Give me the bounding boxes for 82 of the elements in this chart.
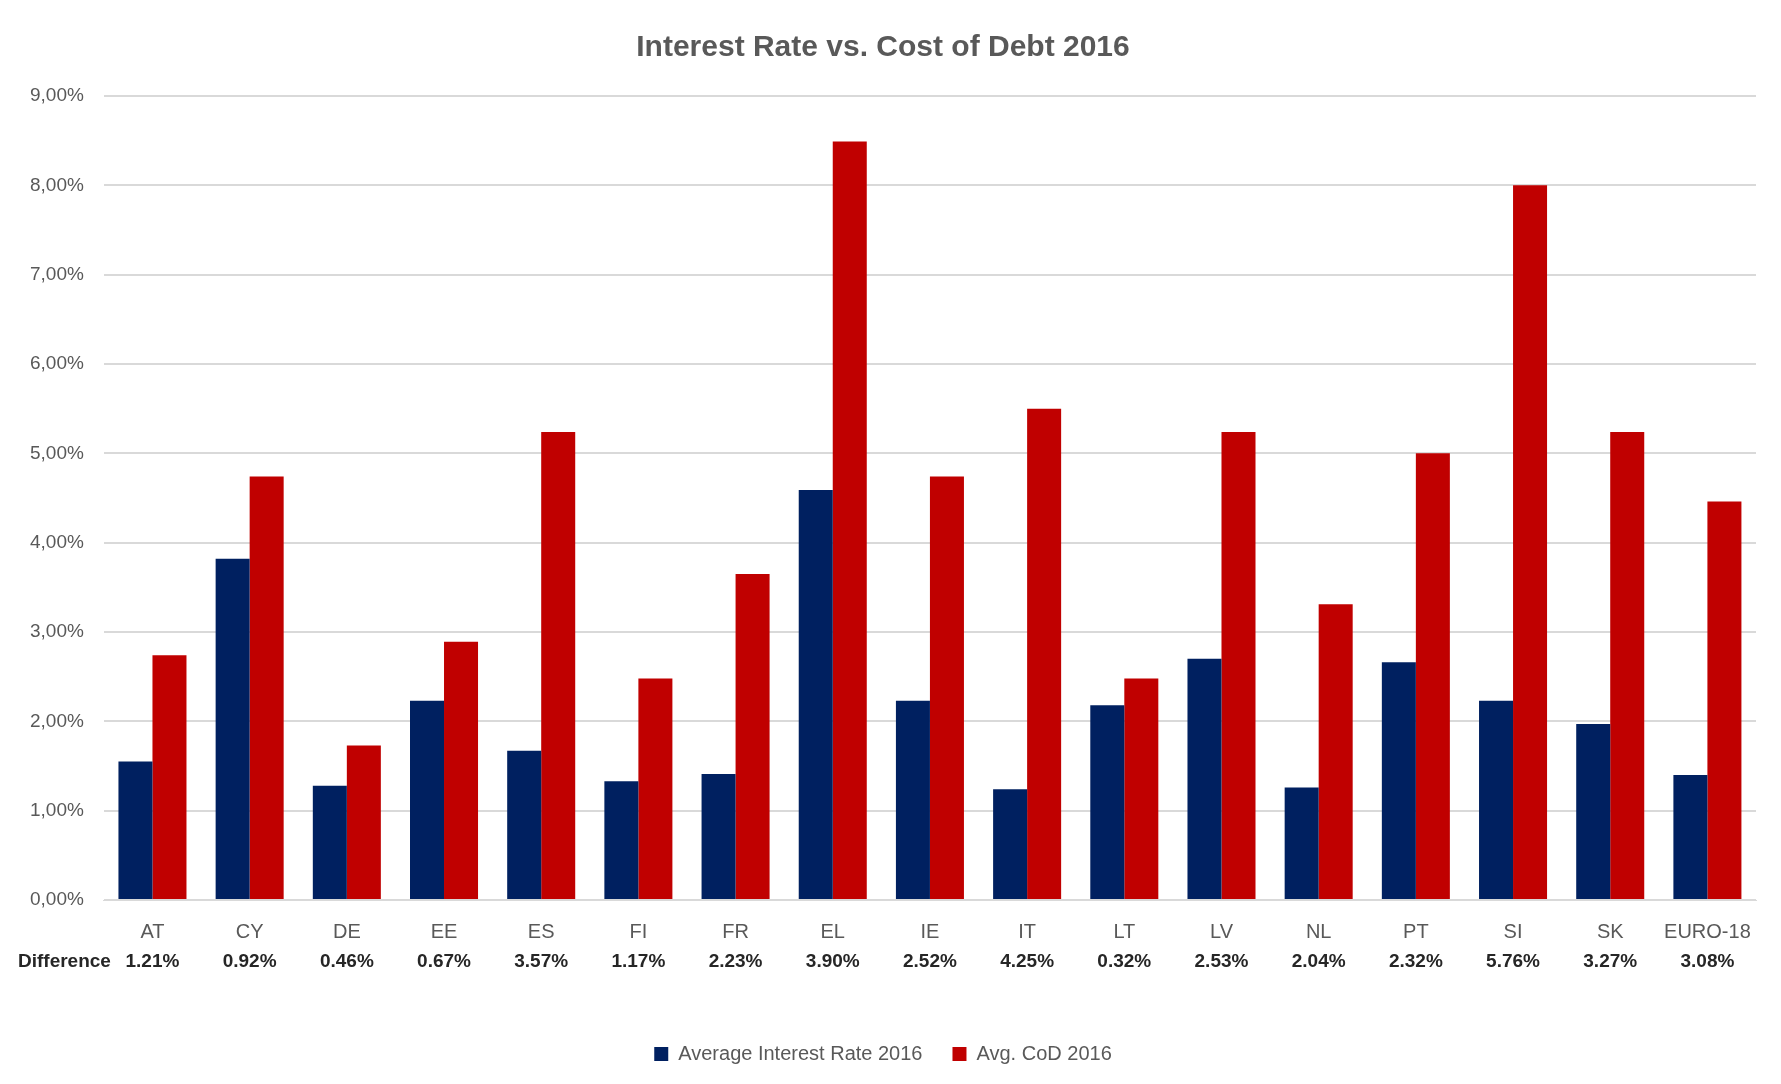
x-tick-label: EURO-18 xyxy=(1664,919,1751,942)
bar xyxy=(410,700,445,899)
text: 3.57% xyxy=(514,950,569,972)
y-tick-label: 3,00% xyxy=(30,620,84,642)
x-tick-label: IT xyxy=(1018,919,1037,942)
text: 2.23% xyxy=(708,950,763,972)
bar xyxy=(1479,700,1514,899)
bar xyxy=(1576,724,1611,899)
text: 0.46% xyxy=(319,950,374,972)
x-tick-label: LT xyxy=(1113,919,1136,942)
text: 1.21% xyxy=(125,950,180,972)
x-tick-label: AT xyxy=(140,919,165,942)
bar xyxy=(1415,453,1450,899)
x-tick-label: SK xyxy=(1596,919,1625,942)
bar xyxy=(1187,658,1222,899)
x-tick-label: SI xyxy=(1503,919,1523,942)
x-tick-label: NL xyxy=(1305,919,1332,942)
bar xyxy=(1318,604,1353,899)
y-tick-label: 6,00% xyxy=(30,352,84,374)
y-tick-label: 2,00% xyxy=(30,709,84,731)
text: 2.52% xyxy=(903,950,957,972)
bar xyxy=(832,141,867,899)
x-tick-label: EL xyxy=(820,919,845,942)
text: 2.04% xyxy=(1291,950,1346,972)
bar xyxy=(1221,431,1256,899)
x-tick-label: IE xyxy=(920,919,940,942)
bar xyxy=(735,573,770,899)
bar xyxy=(118,761,153,899)
bar xyxy=(1381,662,1416,899)
y-tick-label: 7,00% xyxy=(30,262,84,284)
bar xyxy=(929,476,964,899)
bar xyxy=(152,655,187,899)
text: 0.67% xyxy=(417,950,472,972)
bar xyxy=(215,558,250,899)
text: 1.17% xyxy=(611,950,666,972)
bar xyxy=(638,678,673,899)
bar xyxy=(701,774,736,899)
chart-title: Interest Rate vs. Cost of Debt 2016 xyxy=(636,29,1130,63)
bar xyxy=(1284,787,1319,899)
x-tick-label: PT xyxy=(1403,919,1429,942)
legend-label: Average Interest Rate 2016 xyxy=(678,1041,923,1064)
bar xyxy=(541,431,576,899)
x-tick-label: FI xyxy=(629,919,648,942)
bar xyxy=(1027,408,1062,899)
text: 0.32% xyxy=(1097,950,1152,972)
text: 3.90% xyxy=(805,950,860,972)
x-tick-label: DE xyxy=(332,919,361,942)
text: 3.08% xyxy=(1680,950,1735,972)
bar xyxy=(1707,501,1742,899)
text: 0.92% xyxy=(222,950,277,972)
bar xyxy=(604,781,639,899)
bar xyxy=(1610,431,1645,899)
y-tick-label: 0,00% xyxy=(30,888,84,910)
text: 2.32% xyxy=(1388,950,1443,972)
text: 4.25% xyxy=(1000,950,1055,972)
bar xyxy=(798,489,833,899)
bar xyxy=(444,641,479,899)
text: Difference xyxy=(18,950,111,972)
bar xyxy=(993,789,1028,899)
bar xyxy=(895,700,930,899)
x-tick-label: LV xyxy=(1210,919,1234,942)
bar xyxy=(346,745,381,899)
text: 2.53% xyxy=(1194,950,1249,972)
x-tick-label: FR xyxy=(722,919,749,942)
y-tick-label: 5,00% xyxy=(30,441,84,463)
x-tick-label: EE xyxy=(430,919,458,942)
y-tick-label: 4,00% xyxy=(30,530,84,552)
x-tick-label: ES xyxy=(527,919,555,942)
y-tick-label: 8,00% xyxy=(30,173,84,195)
bar xyxy=(312,785,347,899)
bar xyxy=(507,750,542,899)
y-tick-label: 9,00% xyxy=(30,84,84,106)
bar xyxy=(1513,185,1548,899)
bar xyxy=(1673,774,1708,899)
bar xyxy=(249,476,284,899)
y-tick-label: 1,00% xyxy=(30,798,84,820)
text: 3.27% xyxy=(1583,950,1638,972)
bar xyxy=(1124,678,1159,899)
legend-label: Avg. CoD 2016 xyxy=(976,1041,1112,1064)
bar xyxy=(1090,705,1125,899)
text: 5.76% xyxy=(1486,950,1541,972)
x-tick-label: CY xyxy=(235,919,264,942)
